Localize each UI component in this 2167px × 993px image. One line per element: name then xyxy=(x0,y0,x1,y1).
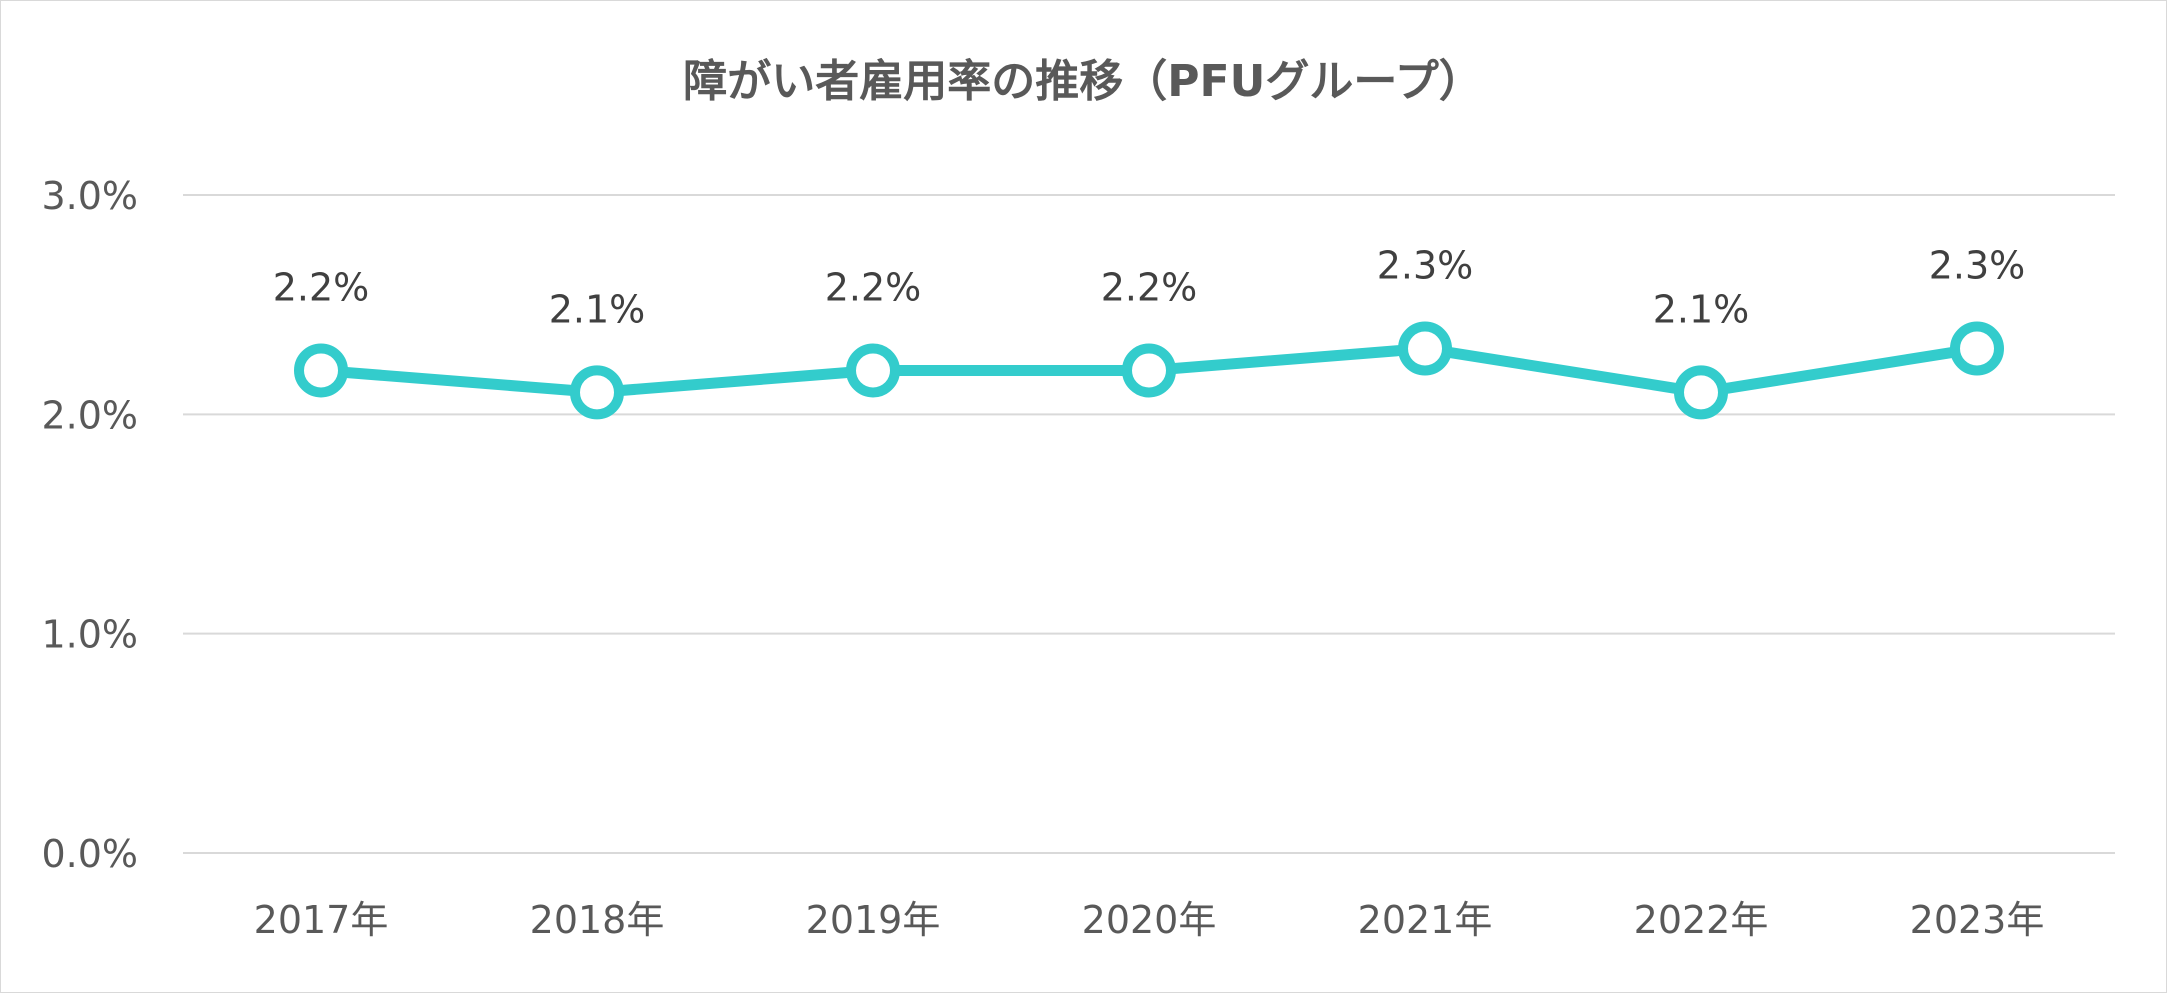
y-tick-label: 3.0% xyxy=(41,174,138,218)
y-tick-label: 2.0% xyxy=(41,393,138,437)
x-tick-label: 2023年 xyxy=(1910,898,2045,942)
y-tick-label: 0.0% xyxy=(41,832,138,876)
y-axis-tick-labels: 0.0% 1.0% 2.0% 3.0% xyxy=(41,174,138,876)
data-label: 2.1% xyxy=(549,287,646,331)
x-tick-label: 2021年 xyxy=(1358,898,1493,942)
data-labels: 2.2% 2.1% 2.2% 2.2% 2.3% 2.1% 2.3% xyxy=(273,244,2026,332)
data-label: 2.1% xyxy=(1653,287,1750,331)
data-label: 2.3% xyxy=(1929,244,2026,288)
data-label: 2.2% xyxy=(1101,265,1198,309)
y-tick-label: 1.0% xyxy=(41,613,138,657)
data-point xyxy=(1122,343,1176,398)
gridlines xyxy=(183,194,2115,854)
x-tick-label: 2017年 xyxy=(254,898,389,942)
data-label: 2.2% xyxy=(273,265,370,309)
data-point xyxy=(1674,365,1728,420)
x-tick-label: 2018年 xyxy=(530,898,665,942)
data-point xyxy=(1950,321,2004,376)
data-point xyxy=(846,343,900,398)
data-point xyxy=(294,343,348,398)
x-tick-label: 2020年 xyxy=(1082,898,1217,942)
data-point xyxy=(570,365,624,420)
data-label: 2.2% xyxy=(825,265,922,309)
x-tick-label: 2019年 xyxy=(806,898,941,942)
data-point xyxy=(1398,321,1452,376)
x-axis-tick-labels: 2017年 2018年 2019年 2020年 2021年 2022年 2023年 xyxy=(254,898,2045,942)
data-label: 2.3% xyxy=(1377,244,1474,288)
chart-title: 障がい者雇用率の推移（PFUグループ） xyxy=(683,56,1482,107)
series-markers xyxy=(294,321,2004,420)
x-tick-label: 2022年 xyxy=(1634,898,1769,942)
